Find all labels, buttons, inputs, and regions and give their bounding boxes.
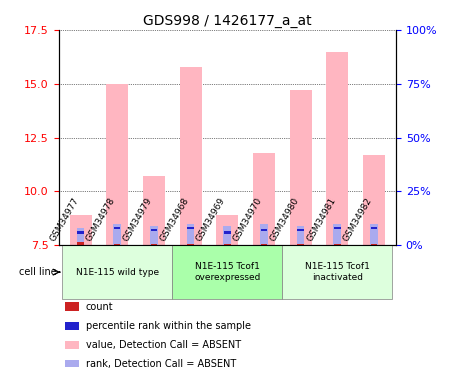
Bar [334,227,341,229]
Text: GSM34980: GSM34980 [268,195,301,243]
Bar [224,244,230,245]
Bar [180,67,202,245]
Bar [69,215,91,245]
Bar [371,227,377,229]
Bar [143,176,165,245]
Text: GSM34982: GSM34982 [342,196,374,243]
Bar [77,242,84,245]
Bar [253,153,275,245]
Bar [333,224,341,245]
FancyBboxPatch shape [282,245,392,299]
Bar [106,84,128,245]
Bar [76,228,84,245]
Bar [187,227,194,229]
Text: GSM34978: GSM34978 [85,195,117,243]
Bar [363,155,385,245]
Bar [114,244,121,245]
Bar [65,360,79,368]
Bar [224,231,230,234]
Text: count: count [86,302,113,312]
Text: N1E-115 Tcof1
overexpressed: N1E-115 Tcof1 overexpressed [194,262,261,282]
Bar [290,90,311,245]
Bar [371,244,377,245]
Bar [261,244,267,245]
Text: GSM34977: GSM34977 [48,195,81,243]
Text: GSM34981: GSM34981 [305,195,338,243]
FancyBboxPatch shape [172,245,282,299]
Bar [187,224,194,245]
Bar [187,244,194,245]
Bar [297,244,304,245]
Text: rank, Detection Call = ABSENT: rank, Detection Call = ABSENT [86,359,236,369]
Bar [260,224,268,245]
Bar [151,229,157,231]
Text: N1E-115 Tcof1
inactivated: N1E-115 Tcof1 inactivated [305,262,370,282]
Text: GSM34970: GSM34970 [232,195,264,243]
Text: GSM34968: GSM34968 [158,195,190,243]
Text: GSM34979: GSM34979 [122,195,154,243]
Bar [261,229,267,231]
Bar [113,224,121,245]
Bar [223,226,231,245]
Bar [114,227,121,229]
FancyBboxPatch shape [62,245,172,299]
Bar [65,303,79,310]
Text: cell line: cell line [19,267,57,277]
Bar [297,226,305,245]
Bar [297,229,304,231]
Text: N1E-115 wild type: N1E-115 wild type [76,268,159,277]
Text: value, Detection Call = ABSENT: value, Detection Call = ABSENT [86,340,241,350]
Bar [65,341,79,349]
Bar [77,231,84,234]
Bar [216,215,238,245]
Bar [151,244,157,245]
Bar [326,51,348,245]
Text: percentile rank within the sample: percentile rank within the sample [86,321,251,331]
Bar [370,224,378,245]
Bar [150,226,158,245]
Bar [334,244,341,245]
Bar [65,322,79,330]
Title: GDS998 / 1426177_a_at: GDS998 / 1426177_a_at [143,13,311,28]
Text: GSM34969: GSM34969 [195,195,227,243]
